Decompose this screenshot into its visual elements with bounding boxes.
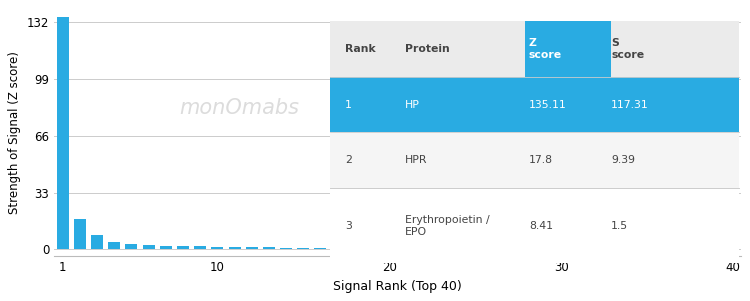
Bar xyxy=(418,248,430,249)
Bar xyxy=(555,248,567,249)
Bar xyxy=(297,248,309,249)
Bar xyxy=(57,17,69,249)
Bar xyxy=(177,246,189,249)
Bar xyxy=(520,248,532,249)
Bar xyxy=(108,242,120,249)
Bar xyxy=(469,248,482,249)
Bar xyxy=(349,248,361,249)
Text: HPR: HPR xyxy=(405,155,427,165)
Text: Rank: Rank xyxy=(345,44,376,54)
Text: monOmabs: monOmabs xyxy=(180,98,300,117)
Text: 8.41: 8.41 xyxy=(529,221,553,231)
Bar xyxy=(332,248,344,249)
Bar xyxy=(366,248,378,249)
X-axis label: Signal Rank (Top 40): Signal Rank (Top 40) xyxy=(334,280,462,293)
Bar xyxy=(400,248,412,249)
Bar xyxy=(383,248,395,249)
Text: Erythropoietin /
EPO: Erythropoietin / EPO xyxy=(405,215,490,237)
Text: S
score: S score xyxy=(611,38,644,60)
Bar xyxy=(194,247,206,249)
Text: 117.31: 117.31 xyxy=(611,100,649,110)
Text: 135.11: 135.11 xyxy=(529,100,566,110)
Bar xyxy=(74,219,86,249)
Bar xyxy=(435,248,447,249)
Bar xyxy=(314,248,326,249)
Text: 9.39: 9.39 xyxy=(611,155,635,165)
Bar xyxy=(486,248,498,249)
Bar xyxy=(229,247,241,249)
Bar xyxy=(280,248,292,249)
Bar xyxy=(246,247,258,249)
Bar xyxy=(91,235,103,249)
Text: 17.8: 17.8 xyxy=(529,155,553,165)
Bar xyxy=(142,245,154,249)
Bar xyxy=(503,248,515,249)
Text: 1.5: 1.5 xyxy=(611,221,628,231)
Text: Z
score: Z score xyxy=(529,38,562,60)
Bar xyxy=(160,246,172,249)
Bar xyxy=(263,247,275,249)
Y-axis label: Strength of Signal (Z score): Strength of Signal (Z score) xyxy=(8,51,21,214)
Bar xyxy=(452,248,464,249)
Text: 3: 3 xyxy=(345,221,352,231)
Bar xyxy=(211,247,223,249)
Text: HP: HP xyxy=(405,100,420,110)
Text: Protein: Protein xyxy=(405,44,450,54)
Bar xyxy=(125,244,137,249)
Text: 2: 2 xyxy=(345,155,352,165)
Text: 1: 1 xyxy=(345,100,352,110)
Bar xyxy=(538,248,550,249)
